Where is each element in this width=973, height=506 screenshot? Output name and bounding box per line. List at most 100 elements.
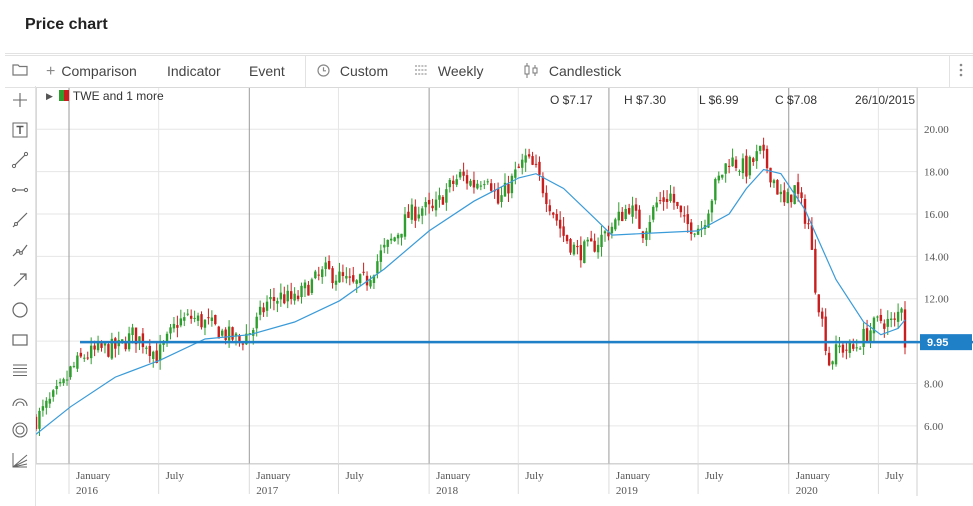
fib-fan-icon[interactable]	[10, 450, 30, 470]
horizontal-segment-icon[interactable]	[10, 180, 30, 200]
candlestick-type-button[interactable]: Candlestick	[523, 63, 621, 79]
candle-body-up	[417, 214, 420, 219]
candle-body-up	[738, 170, 741, 172]
candle-body-up	[165, 333, 169, 344]
candle-body-down	[465, 175, 469, 184]
candle-body-up	[510, 175, 514, 194]
custom-range-button[interactable]: Custom	[317, 63, 388, 79]
x-tick-month: January	[616, 470, 651, 482]
crosshair-icon[interactable]	[10, 90, 30, 110]
candle-body-up	[410, 204, 414, 220]
candle-body-down	[865, 328, 869, 341]
toolbar-divider-right	[949, 56, 950, 87]
x-tick-month: July	[705, 470, 724, 482]
arc-icon[interactable]	[10, 390, 30, 410]
comparison-button[interactable]: + Comparison	[46, 63, 137, 80]
candle-body-down	[762, 144, 765, 151]
candle-body-down	[134, 327, 138, 345]
candle-body-up	[89, 345, 93, 359]
candle-body-up	[455, 179, 458, 185]
arrow-icon[interactable]	[10, 270, 30, 290]
candle-body-down	[100, 343, 103, 348]
candle-body-down	[841, 344, 845, 353]
event-button[interactable]: Event	[249, 63, 285, 79]
polyline-icon[interactable]	[10, 240, 30, 260]
candle-body-up	[45, 400, 48, 408]
candle-body-up	[345, 275, 348, 279]
vertical-dots-icon	[958, 63, 964, 81]
candle-body-up	[445, 189, 448, 203]
candle-body-up	[276, 300, 279, 304]
candle-body-down	[414, 206, 417, 221]
candle-body-up	[72, 365, 76, 367]
candle-body-up	[38, 410, 41, 429]
candle-body-up	[121, 339, 124, 342]
candle-body-up	[369, 280, 372, 287]
x-tick-month: July	[166, 470, 185, 482]
candle-body-down	[352, 275, 355, 282]
candle-body-down	[672, 193, 676, 203]
candle-body-up	[396, 234, 400, 239]
candle-body-down	[562, 226, 565, 236]
candle-body-down	[327, 261, 331, 269]
candle-body-down	[289, 291, 293, 300]
candle-body-down	[272, 297, 276, 301]
panel-title: Price chart	[25, 16, 108, 33]
expand-caret-icon[interactable]: ▶	[46, 91, 53, 101]
candle-body-up	[279, 292, 283, 300]
horizontal-lines-icon[interactable]	[10, 360, 30, 380]
candle-body-up	[386, 239, 389, 247]
ohlc-close: C $7.08	[775, 93, 818, 107]
candle-body-up	[376, 261, 379, 274]
more-options-button[interactable]	[958, 62, 964, 81]
chart-svg[interactable]: 20.0018.0016.0014.0012.0010.008.006.00Ja…	[36, 87, 973, 506]
text-icon[interactable]	[10, 120, 30, 140]
candle-body-up	[358, 274, 362, 284]
price-chart[interactable]: 20.0018.0016.0014.0012.0010.008.006.00Ja…	[36, 87, 973, 506]
candle-body-up	[62, 379, 65, 384]
candle-body-up	[438, 195, 441, 200]
candle-body-up	[755, 151, 758, 162]
candle-body-up	[779, 191, 783, 195]
candle-body-up	[245, 333, 248, 345]
x-tick-year: 2019	[616, 485, 639, 497]
series-legend[interactable]: ▶ TWE and 1 more	[46, 89, 164, 103]
candle-body-up	[855, 347, 858, 349]
candle-body-down	[107, 344, 110, 357]
rings-icon[interactable]	[10, 420, 30, 440]
candle-body-up	[483, 184, 486, 186]
candle-body-up	[469, 180, 472, 186]
candle-body-up	[696, 228, 700, 235]
folder-icon[interactable]	[10, 60, 30, 80]
candle-body-up	[872, 317, 876, 334]
candle-body-up	[355, 280, 358, 284]
candle-body-down	[589, 238, 593, 242]
segment-icon[interactable]	[10, 150, 30, 170]
rectangle-icon[interactable]	[10, 330, 30, 350]
circle-icon[interactable]	[10, 300, 30, 320]
candle-body-up	[383, 244, 386, 248]
candle-body-down	[262, 307, 265, 313]
candle-body-down	[124, 342, 127, 350]
candle-body-up	[862, 328, 865, 347]
candle-body-down	[893, 318, 896, 320]
candle-body-down	[224, 329, 227, 340]
candle-body-up	[269, 296, 272, 300]
candle-body-down	[796, 182, 800, 194]
candle-body-up	[110, 338, 114, 359]
candle-body-down	[769, 167, 772, 183]
candle-body-down	[686, 214, 689, 225]
line-icon[interactable]	[10, 210, 30, 230]
candle-body-down	[776, 180, 779, 195]
y-tick-label: 8.00	[924, 378, 944, 390]
candle-body-up	[900, 308, 903, 313]
candle-body-up	[162, 342, 165, 345]
candle-body-up	[514, 169, 517, 178]
candle-body-down	[800, 192, 803, 199]
candle-body-down	[462, 171, 465, 176]
candle-body-down	[331, 268, 334, 284]
candle-body-up	[265, 301, 269, 311]
candle-body-down	[803, 198, 807, 224]
weekly-interval-button[interactable]: Weekly	[414, 63, 484, 79]
indicator-button[interactable]: Indicator	[167, 63, 221, 79]
